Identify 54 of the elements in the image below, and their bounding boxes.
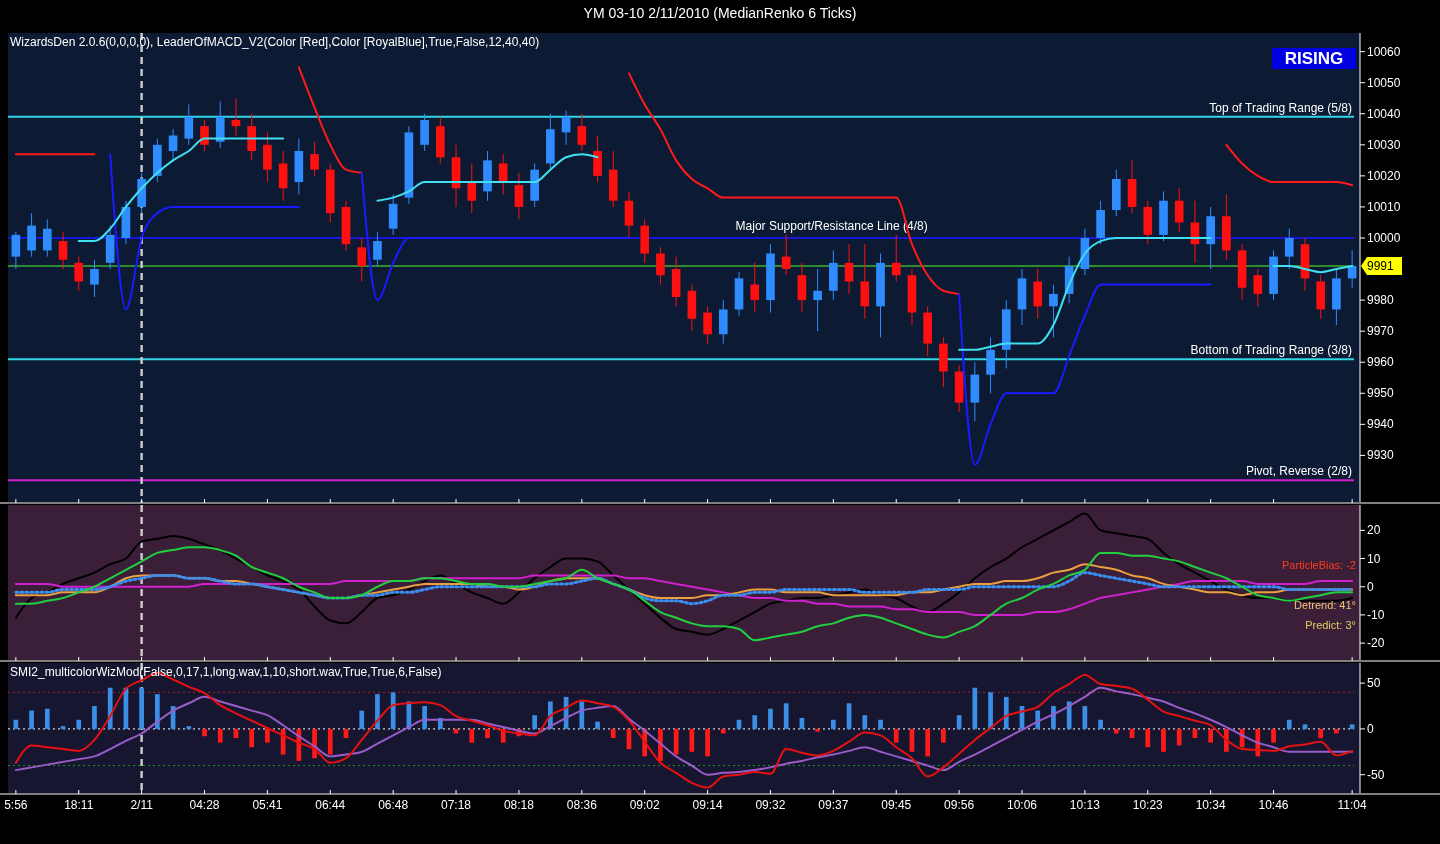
x-tick-label: 09:32 <box>755 798 786 812</box>
y-tick-label: 9970 <box>1367 324 1395 339</box>
y-tick-label: 9930 <box>1367 448 1395 463</box>
y-tick-label: 9940 <box>1367 417 1395 432</box>
y-tick-label: -20 <box>1367 636 1385 651</box>
y-tick-label: -50 <box>1367 767 1385 782</box>
x-tick-label: 09:02 <box>629 798 661 812</box>
x-tick-label: 06:44 <box>315 798 346 812</box>
y-tick-label: 9950 <box>1367 386 1395 401</box>
chart-subtitle: WizardsDen 2.0.6(0,0,0,0), LeaderOfMACD_V2(Color [Red],Color [RoyalBlue],True,False,12,40,40) <box>10 35 540 49</box>
x-tick-label: 09:45 <box>881 798 912 812</box>
x-tick-label: 08:36 <box>566 798 598 812</box>
annotation: Predict: 3° <box>1305 619 1356 631</box>
x-tick-label: 10:13 <box>1069 798 1101 812</box>
y-tick-label: 10060 <box>1367 44 1401 59</box>
x-tick-label: 18:11 <box>64 798 94 812</box>
y-tick-label: 0 <box>1367 721 1374 736</box>
annotation: ParticleBias: -2 <box>1282 559 1356 571</box>
x-tick-label: 04:28 <box>189 798 220 812</box>
x-tick-label: 10:34 <box>1195 798 1226 812</box>
y-tick-label: 10020 <box>1367 168 1401 183</box>
ref-line-label: Bottom of Trading Range (3/8) <box>1190 343 1352 358</box>
y-tick-label: 9991 <box>1367 258 1395 273</box>
chart-title: SMI2_multicolorWizMod(False,0,17,1,long.wav,1,10,short.wav,True,True,6,False) <box>10 665 442 679</box>
x-tick-label: 2/11 <box>130 798 154 812</box>
y-tick-label: 0 <box>1367 579 1374 594</box>
ref-line-label: Pivot, Reverse (2/8) <box>1245 464 1352 479</box>
y-tick-label: 10030 <box>1367 137 1401 152</box>
x-tick-label: 10:46 <box>1258 798 1289 812</box>
chart-title: YM 03-10 2/11/2010 (MedianRenko 6 Ticks) <box>583 5 857 21</box>
ref-line-label: Top of Trading Range (5/8) <box>1209 100 1352 115</box>
y-tick-label: 50 <box>1367 676 1381 691</box>
y-tick-label: -10 <box>1367 607 1385 622</box>
annotation: RISING <box>1284 49 1344 68</box>
y-tick-label: 10050 <box>1367 75 1401 90</box>
x-tick-label: 09:37 <box>818 798 849 812</box>
x-tick-label: 11:04 <box>1337 798 1368 812</box>
x-tick-label: 10:06 <box>1006 798 1038 812</box>
x-tick-label: 5:56 <box>4 798 28 812</box>
x-tick-label: 08:18 <box>503 798 535 812</box>
y-tick-label: 9960 <box>1367 355 1395 370</box>
y-tick-label: 9980 <box>1367 293 1395 308</box>
x-tick-label: 09:56 <box>944 798 975 812</box>
annotation: Detrend: 41° <box>1294 599 1356 611</box>
x-tick-label: 05:41 <box>252 798 283 812</box>
x-tick-label: 07:18 <box>441 798 472 812</box>
x-tick-label: 10:23 <box>1132 798 1164 812</box>
y-tick-label: 10000 <box>1367 230 1401 245</box>
y-tick-label: 10 <box>1367 551 1381 566</box>
x-tick-label: 09:14 <box>692 798 723 812</box>
y-tick-label: 10040 <box>1367 106 1401 121</box>
x-tick-label: 06:48 <box>378 798 409 812</box>
y-tick-label: 20 <box>1367 523 1381 538</box>
y-tick-label: 10010 <box>1367 199 1401 214</box>
